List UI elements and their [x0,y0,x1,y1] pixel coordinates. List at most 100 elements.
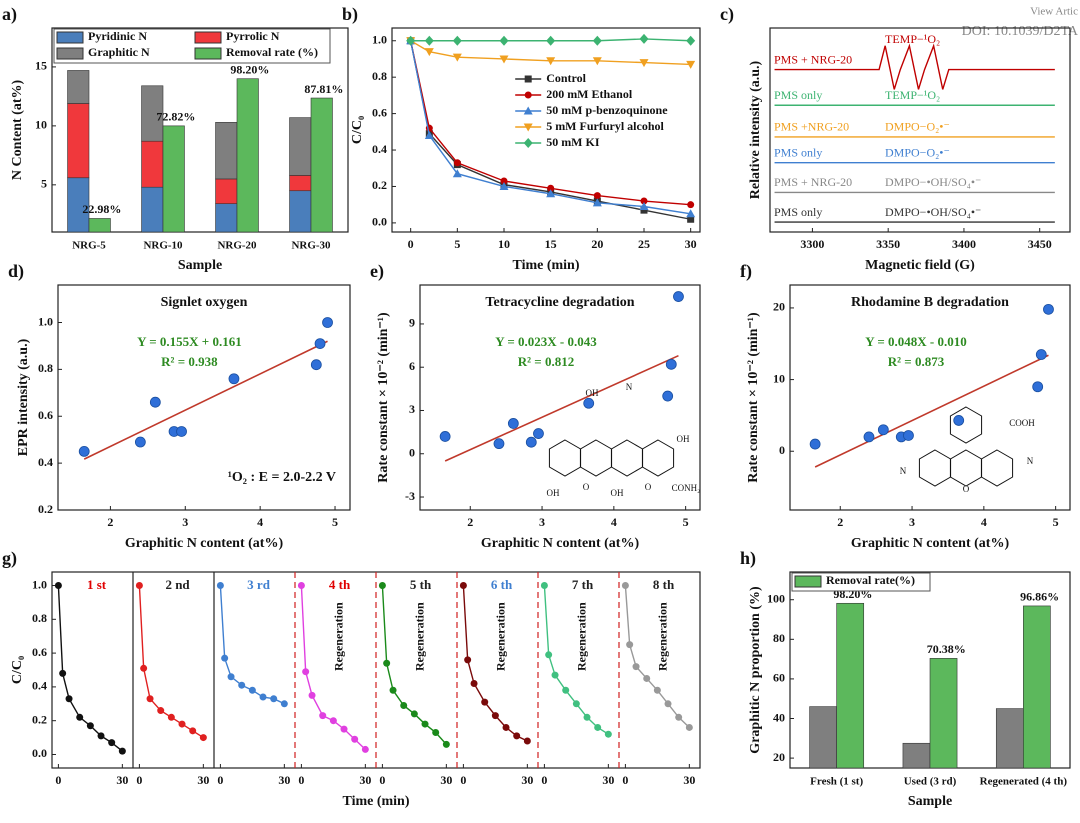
series-line [410,40,691,66]
value-label: 70.38% [927,642,966,656]
fit-equation: Y = 0.048X - 0.010 [865,334,967,349]
x-tick-label: 3450 [1028,237,1052,251]
view-article-link[interactable]: View Artic [1030,6,1078,18]
bar [289,117,312,176]
series-line [409,40,691,206]
y-tick-label: 0.6 [32,645,47,659]
y-axis-label: Graphitic N proportion (%) [748,586,763,754]
x-tick-label: Regenerated (4 th) [980,776,1068,788]
fit-r2: R² = 0.938 [161,354,218,369]
x-tick-label: 0 [55,773,61,787]
point [439,431,451,442]
marker [604,730,612,738]
structure-label: N [1027,456,1034,466]
plot-frame [419,284,701,511]
y-tick-label: 10 [773,371,785,385]
legend-swatch [56,47,84,60]
x-tick-label: 2 [467,515,473,529]
point [507,418,519,429]
y-tick-label: 20 [773,750,785,764]
x-tick-label: 3300 [800,237,824,251]
marker [329,717,337,725]
fit-line [83,340,328,460]
bar [215,178,238,204]
x-tick-label: NRG-20 [217,240,257,252]
x-tick-label: 30 [197,773,209,787]
x-tick-label: NRG-5 [72,240,106,252]
y-tick-label: 0 [779,443,785,457]
x-tick-label: 0 [460,773,466,787]
fit-equation: Y = 0.023X - 0.043 [495,334,597,349]
trace-annotation: DMPO−•OH/SO₄•⁻ [885,205,981,219]
annotation: Regeneration [493,602,507,671]
plot-frame [57,284,351,511]
fit-line [814,354,1049,468]
marker [97,732,105,740]
legend-swatch [56,31,84,44]
bar [236,78,259,233]
x-axis-label: Time (min) [512,258,579,273]
structure-label: OH [586,388,599,398]
marker [523,737,531,745]
y-tick-label: 0.8 [32,611,47,625]
legend-marker [523,106,533,115]
legend-label: Pyrrolic N [226,29,280,43]
x-tick-label: 4 [257,515,263,529]
doi: DOI: 10.1039/D2TA [962,24,1079,39]
point [78,446,90,457]
y-tick-label: 0.4 [372,142,387,156]
x-tick-label: 0 [298,773,304,787]
marker [640,197,648,205]
x-tick-label: 0 [217,773,223,787]
legend-label: Removal rate (%) [226,45,318,59]
y-tick-label: 40 [773,710,785,724]
value-label: 96.86% [1020,590,1059,604]
x-tick-label: 30 [278,773,290,787]
y-tick-label: 60 [773,671,785,685]
plot-frame [391,27,701,233]
structure-ring [949,406,983,444]
legend-label: Removal rate(%) [826,573,915,587]
x-tick-label: 30 [116,773,128,787]
marker [406,35,416,46]
x-tick-label: 2 [107,515,113,529]
marker [421,720,429,728]
trace-label: PMS +NRG-20 [774,120,849,134]
x-tick-label: 3350 [876,237,900,251]
bar [67,70,90,104]
fit-equation: Y = 0.155X + 0.161 [137,334,242,349]
facet-label: 2 nd [165,577,190,592]
marker [157,707,165,715]
structure-label: CONH₂ [672,483,701,493]
point [953,415,965,426]
marker [432,729,440,737]
y-tick-label: 6 [409,359,415,373]
trace-label: PMS only [774,145,822,159]
point [583,397,595,409]
bar [995,708,1024,769]
x-tick-label: 4 [981,515,987,529]
facet-label: 8 th [653,577,675,592]
marker [319,712,327,720]
marker [227,673,235,681]
fit-r2: R² = 0.812 [518,354,574,369]
marker [643,674,651,682]
point [134,436,146,448]
trace-annotation: DMPO−•OH/SO₄•⁻ [885,175,981,189]
marker [452,53,462,62]
marker [547,184,555,192]
legend-label: Pyridinic N [88,29,147,43]
x-tick-label: 15 [545,237,557,251]
marker [248,686,256,694]
y-axis-label: Rate constant × 10⁻² (min⁻¹) [746,312,761,483]
marker [167,713,175,721]
y-tick-label: 0.0 [32,746,47,760]
bar [141,85,164,142]
marker [545,651,553,659]
marker [592,57,602,66]
marker [340,725,348,733]
x-tick-label: 0 [136,773,142,787]
marker [452,169,462,178]
bar [67,103,90,179]
marker [464,656,472,664]
